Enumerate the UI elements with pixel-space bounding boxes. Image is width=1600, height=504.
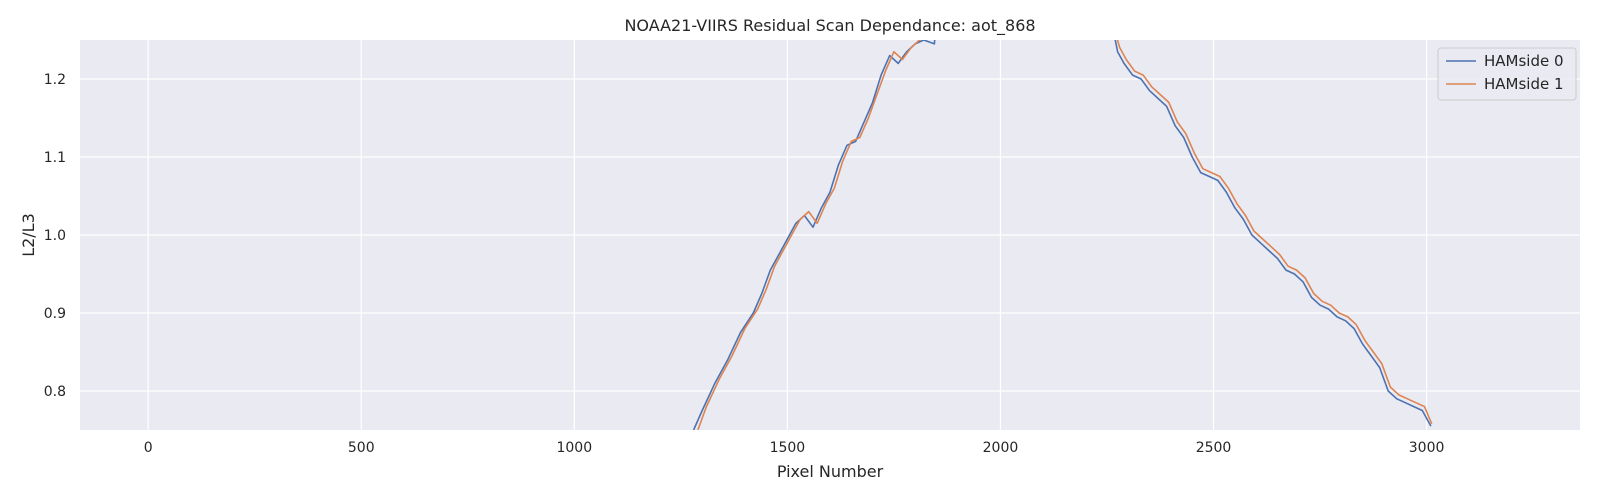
x-tick-label: 1000 — [556, 440, 592, 456]
legend-label-hamside-0: HAMside 0 — [1484, 52, 1564, 70]
grid-lines — [80, 40, 1580, 430]
x-tick-label: 3000 — [1409, 440, 1445, 456]
legend-label-hamside-1: HAMside 1 — [1484, 75, 1564, 93]
y-tick-label: 1.0 — [44, 228, 66, 244]
y-tick-label: 0.9 — [44, 306, 66, 322]
series-line-hamside-1 — [697, 40, 1433, 430]
x-tick-label: 2500 — [1196, 440, 1232, 456]
chart-title: NOAA21-VIIRS Residual Scan Dependance: a… — [624, 16, 1035, 36]
legend: HAMside 0 HAMside 1 — [1437, 47, 1577, 101]
series-lines — [692, 40, 1433, 430]
x-tick-label: 500 — [348, 440, 375, 456]
x-tick-label: 1500 — [770, 440, 806, 456]
x-tick-label: 2000 — [983, 440, 1019, 456]
x-axis-label: Pixel Number — [777, 462, 884, 481]
y-axis-label: L2/L3 — [19, 213, 38, 257]
x-tick-label: 0 — [144, 440, 153, 456]
tick-labels: 0 500 1000 1500 2000 2500 3000 0.8 0.9 1.0 1.1 1.2 — [44, 72, 1445, 456]
y-tick-label: 1.2 — [44, 72, 66, 88]
y-tick-label: 1.1 — [44, 150, 66, 166]
y-tick-label: 0.8 — [44, 384, 66, 400]
